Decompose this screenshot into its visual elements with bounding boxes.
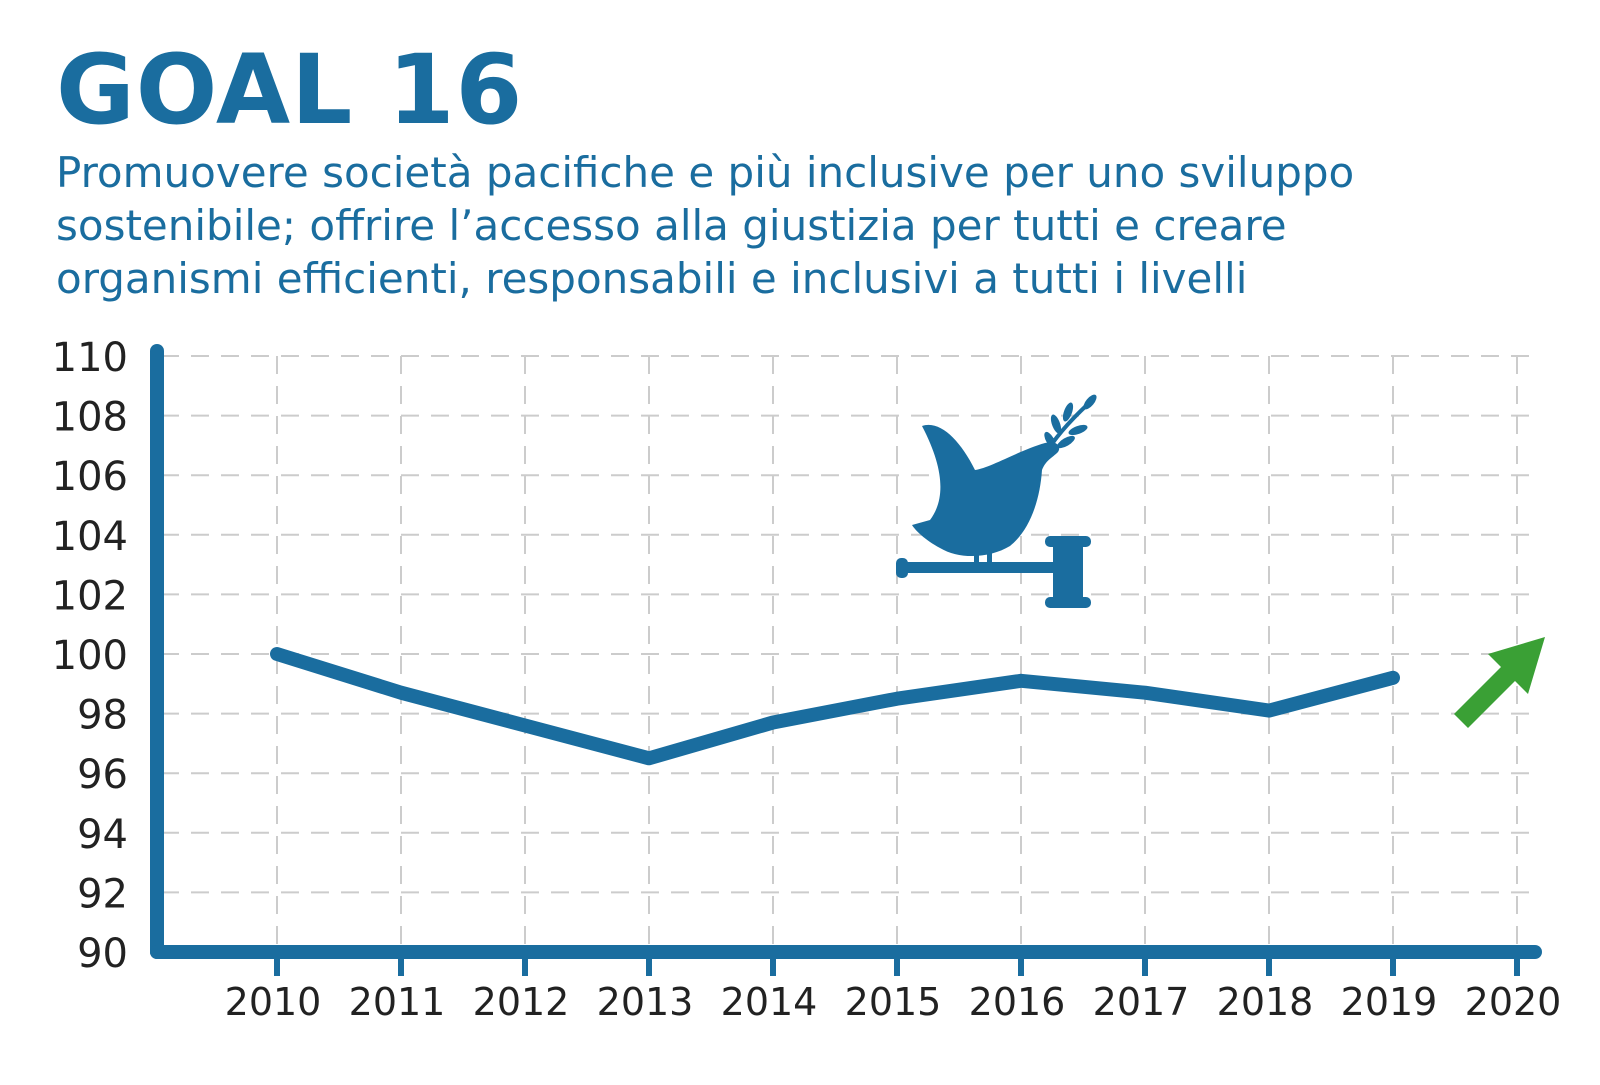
y-axis-ticks: 90 92 94 96 98 100 102 104 106 108 110 xyxy=(52,335,128,977)
series-line xyxy=(270,647,1400,766)
y-tick-label: 98 xyxy=(77,693,128,739)
x-tick-label: 2010 xyxy=(225,980,322,1024)
page-title: GOAL 16 xyxy=(56,34,524,146)
y-tick-label: 100 xyxy=(52,633,128,679)
dove-on-gavel-icon xyxy=(896,394,1097,608)
y-tick-label: 92 xyxy=(77,871,128,917)
y-tick-label: 96 xyxy=(77,752,128,798)
x-tick-label: 2019 xyxy=(1341,980,1438,1024)
x-tick-label: 2020 xyxy=(1465,980,1562,1024)
chart-series xyxy=(270,647,1400,766)
x-tick-label: 2016 xyxy=(969,980,1066,1024)
y-tick-label: 90 xyxy=(77,931,128,977)
y-tick-label: 102 xyxy=(52,573,128,619)
y-tick-label: 104 xyxy=(52,514,128,560)
y-tick-label: 94 xyxy=(77,812,128,858)
chart-grid xyxy=(161,355,1535,948)
y-tick-label: 106 xyxy=(52,454,128,500)
subtitle-line-2: sostenibile; offrire l’accesso alla gius… xyxy=(56,201,1287,250)
x-tick-label: 2013 xyxy=(597,980,694,1024)
x-tick-label: 2017 xyxy=(1093,980,1190,1024)
x-tick-label: 2015 xyxy=(845,980,942,1024)
x-tick-label: 2018 xyxy=(1217,980,1314,1024)
chart-axes xyxy=(150,344,1542,959)
subtitle-line-3: organismi efficienti, responsabili e inc… xyxy=(56,254,1248,303)
x-tick-label: 2012 xyxy=(473,980,570,1024)
y-tick-label: 110 xyxy=(52,335,128,381)
y-tick-label: 108 xyxy=(52,395,128,441)
x-tick-label: 2014 xyxy=(721,980,818,1024)
page-subtitle: Promuovere società pacifiche e più inclu… xyxy=(56,146,1536,305)
x-axis-ticks: 2010 2011 2012 2013 2014 2015 2016 2017 2018 2019… xyxy=(225,958,1562,1024)
x-tick-label: 2011 xyxy=(349,980,446,1024)
trend-up-arrow-icon xyxy=(1454,637,1545,728)
subtitle-line-1: Promuovere società pacifiche e più inclu… xyxy=(56,148,1355,197)
